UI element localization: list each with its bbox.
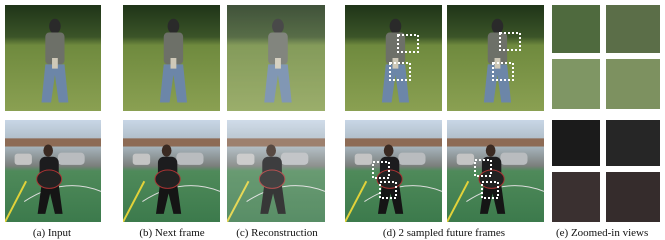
zoom-tile xyxy=(552,172,600,222)
caption: (e) Zoomed-in views xyxy=(556,227,648,239)
captions: (a) Input (b) Next frame (c) Reconstruct… xyxy=(33,227,648,239)
reconstruction-image xyxy=(227,5,325,111)
zoom-tile xyxy=(552,59,600,109)
input-image xyxy=(5,5,101,111)
zoom-tile xyxy=(606,172,660,222)
caption: (d) 2 sampled future frames xyxy=(383,227,505,239)
zoom-tile xyxy=(606,59,660,109)
future-frame-image xyxy=(345,5,442,111)
caption: (c) Reconstruction xyxy=(236,227,318,239)
future-frame-image xyxy=(345,120,442,222)
row-1 xyxy=(5,5,660,111)
zoom-tile xyxy=(552,120,600,166)
input-image xyxy=(5,120,101,222)
page: (a) Input (b) Next frame (c) Reconstruct… xyxy=(0,0,665,240)
zoom-tile xyxy=(606,5,660,53)
figure: (a) Input (b) Next frame (c) Reconstruct… xyxy=(0,0,665,240)
next-frame-image xyxy=(123,120,220,222)
zoom-tile xyxy=(552,5,600,53)
reconstruction-image xyxy=(227,120,325,222)
caption: (b) Next frame xyxy=(139,227,204,239)
row-2 xyxy=(5,120,660,222)
future-frame-image xyxy=(447,5,544,111)
next-frame-image xyxy=(123,5,220,111)
future-frame-image xyxy=(447,120,544,222)
caption: (a) Input xyxy=(33,227,71,239)
zoom-tile xyxy=(606,120,660,166)
